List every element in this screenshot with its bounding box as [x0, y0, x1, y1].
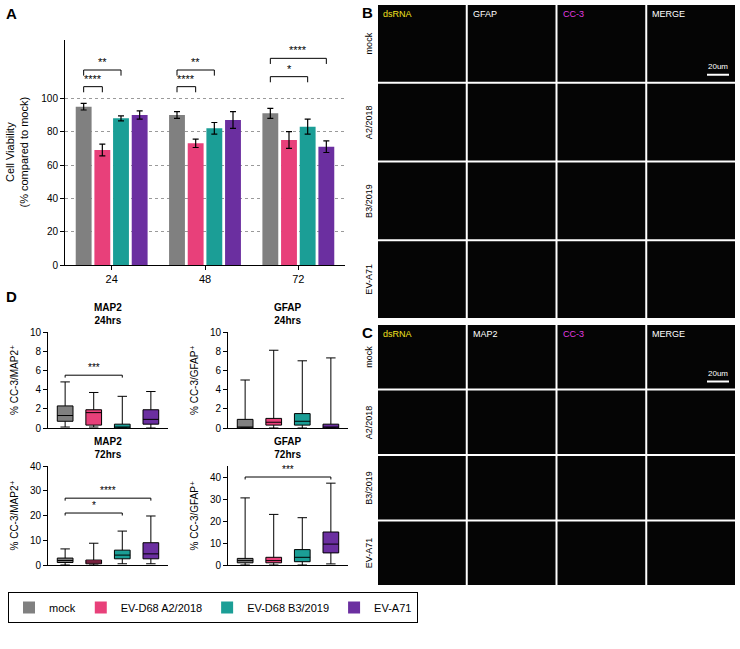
svg-text:% CC-3/MAP2⁺: % CC-3/MAP2⁺ — [9, 480, 20, 550]
svg-text:20: 20 — [47, 226, 59, 237]
svg-text:40: 40 — [47, 193, 59, 204]
svg-text:B3/2019: B3/2019 — [364, 184, 374, 218]
svg-text:0: 0 — [52, 260, 58, 271]
svg-text:% CC-3/GFAP⁺: % CC-3/GFAP⁺ — [189, 345, 200, 415]
svg-text:*: * — [92, 500, 96, 511]
svg-text:40: 40 — [30, 461, 42, 472]
svg-text:30: 30 — [210, 494, 222, 505]
svg-text:40: 40 — [210, 472, 222, 483]
svg-text:10: 10 — [30, 535, 42, 546]
svg-text:D: D — [6, 288, 17, 305]
svg-text:B3/2019: B3/2019 — [364, 471, 374, 505]
svg-text:0: 0 — [215, 560, 221, 571]
svg-text:48: 48 — [199, 273, 211, 285]
svg-text:8: 8 — [35, 346, 41, 357]
svg-text:8: 8 — [215, 346, 221, 357]
svg-text:MERGE: MERGE — [652, 329, 685, 339]
svg-text:72: 72 — [292, 273, 304, 285]
svg-text:C: C — [362, 324, 373, 341]
svg-text:EV-A71: EV-A71 — [364, 264, 374, 295]
svg-text:GFAP72hrs: GFAP72hrs — [274, 436, 302, 460]
svg-text:mock: mock — [364, 32, 374, 54]
svg-text:dsRNA: dsRNA — [383, 9, 412, 19]
svg-text:mock: mock — [49, 602, 76, 614]
svg-text:0: 0 — [215, 423, 221, 434]
svg-text:6: 6 — [35, 365, 41, 376]
svg-text:20um: 20um — [708, 369, 728, 378]
svg-text:****: **** — [84, 73, 102, 85]
svg-text:GFAP: GFAP — [473, 9, 497, 19]
svg-text:2: 2 — [215, 403, 221, 414]
svg-text:A: A — [6, 5, 17, 22]
svg-text:10: 10 — [30, 327, 42, 338]
svg-text:dsRNA: dsRNA — [383, 329, 412, 339]
svg-text:10: 10 — [210, 538, 222, 549]
svg-text:80: 80 — [47, 126, 59, 137]
svg-text:30: 30 — [30, 485, 42, 496]
svg-text:CC-3: CC-3 — [563, 329, 584, 339]
svg-text:6: 6 — [215, 365, 221, 376]
svg-text:EV-A71: EV-A71 — [374, 602, 411, 614]
svg-text:EV-D68 A2/2018: EV-D68 A2/2018 — [121, 602, 202, 614]
svg-text:2: 2 — [35, 403, 41, 414]
svg-text:A2/2018: A2/2018 — [364, 406, 374, 440]
svg-text:0: 0 — [35, 423, 41, 434]
svg-text:****: **** — [177, 73, 195, 85]
svg-text:60: 60 — [47, 160, 59, 171]
svg-text:MAP272hrs: MAP272hrs — [94, 436, 122, 460]
svg-text:GFAP24hrs: GFAP24hrs — [274, 302, 302, 326]
svg-text:MERGE: MERGE — [652, 9, 685, 19]
svg-text:*: * — [287, 63, 292, 75]
svg-text:20: 20 — [30, 510, 42, 521]
svg-text:100: 100 — [41, 93, 58, 104]
svg-text:20: 20 — [210, 516, 222, 527]
svg-text:% CC-3/MAP2⁺: % CC-3/MAP2⁺ — [9, 345, 20, 415]
svg-text:20um: 20um — [708, 62, 728, 71]
svg-text:% CC-3/GFAP⁺: % CC-3/GFAP⁺ — [189, 481, 200, 551]
svg-text:0: 0 — [35, 560, 41, 571]
svg-text:MAP2: MAP2 — [473, 329, 498, 339]
svg-text:EV-D68 B3/2019: EV-D68 B3/2019 — [247, 602, 329, 614]
svg-text:mock: mock — [364, 346, 374, 368]
svg-text:Cell Viability(% compared to m: Cell Viability(% compared to mock) — [4, 97, 30, 208]
svg-text:MAP224hrs: MAP224hrs — [94, 302, 122, 326]
svg-text:****: **** — [289, 44, 307, 56]
svg-text:B: B — [362, 4, 373, 21]
svg-text:4: 4 — [215, 384, 221, 395]
svg-text:10: 10 — [210, 327, 222, 338]
svg-text:**: ** — [191, 56, 200, 68]
svg-text:24: 24 — [106, 273, 118, 285]
svg-text:4: 4 — [35, 384, 41, 395]
svg-text:**: ** — [98, 56, 107, 68]
svg-text:***: *** — [88, 362, 100, 373]
svg-text:***: *** — [282, 464, 294, 475]
svg-text:CC-3: CC-3 — [563, 9, 584, 19]
svg-text:A2/2018: A2/2018 — [364, 106, 374, 140]
svg-text:EV-A71: EV-A71 — [364, 538, 374, 569]
svg-text:****: **** — [100, 485, 116, 496]
